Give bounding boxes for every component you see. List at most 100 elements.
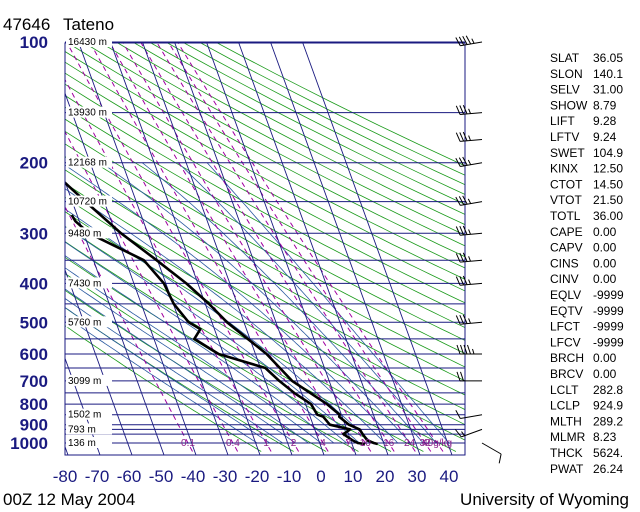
dry-adiabat-line [65, 118, 465, 341]
index-name: KINX [550, 162, 578, 176]
wind-barb [455, 156, 483, 167]
index-value: 8.79 [593, 98, 617, 112]
index-value: 14.50 [593, 177, 623, 191]
dry-adiabat-line [65, 83, 465, 304]
dry-adiabat-line [65, 143, 465, 368]
station-name: Tateno [63, 15, 114, 34]
index-name: LFCT [550, 320, 581, 334]
dry-adiabat-line [65, 169, 465, 396]
height-label: 136 m [68, 438, 96, 449]
isotherm-line [302, 43, 453, 455]
dry-adiabat-line [65, 72, 465, 292]
index-name: THCK [550, 446, 583, 460]
temperature-tick-label: -70 [85, 467, 110, 486]
pressure-tick-label: 400 [20, 274, 48, 293]
mixing-ratio-label: 24 [404, 438, 416, 449]
index-name: BRCH [550, 351, 584, 365]
dry-adiabat-line [117, 43, 465, 226]
temperature-tick-label: -30 [213, 467, 238, 486]
temperature-tick-label: 20 [376, 467, 395, 486]
index-value: 140.1 [593, 67, 623, 81]
dry-adiabat-line [65, 61, 465, 280]
height-label-bg [66, 437, 112, 448]
mixing-ratio-line [66, 43, 300, 452]
mixing-ratio-line [65, 78, 272, 452]
height-label-bg [66, 316, 112, 328]
index-value: 0.00 [593, 256, 617, 270]
pressure-tick-label: 200 [20, 154, 48, 173]
moist-adiabat-line [65, 255, 335, 444]
moist-adiabat-line [101, 162, 411, 444]
mixing-ratio-line [168, 43, 432, 452]
index-name: MLTH [550, 414, 582, 428]
wind-barb [481, 442, 502, 464]
mixing-ratio-label: 32 [419, 438, 431, 449]
dry-adiabats [65, 43, 465, 452]
index-value: 104.9 [593, 146, 623, 160]
wind-barb [455, 35, 483, 47]
mixing-ratio-line [65, 205, 193, 452]
height-label-bg [66, 36, 112, 47]
mixing-ratio-label: 0.4 [226, 438, 240, 449]
wind-barb [455, 252, 483, 263]
index-value: -9999 [593, 320, 624, 334]
wind-barb [455, 225, 483, 236]
index-name: VTOT [550, 193, 582, 207]
index-name: CTOT [550, 177, 583, 191]
index-value: 0.00 [593, 351, 617, 365]
height-label: 12168 m [68, 158, 107, 169]
index-name: LCLP [550, 399, 580, 413]
index-name: BRCV [550, 367, 583, 381]
index-name: CAPV [550, 241, 583, 255]
dry-adiabat-line [65, 130, 465, 354]
index-value: 21.50 [593, 193, 623, 207]
height-label: 9480 m [68, 228, 101, 239]
isotherm-line [110, 43, 261, 455]
index-value: 8.23 [593, 430, 617, 444]
pressure-tick-label: 300 [20, 224, 48, 243]
wind-barb [456, 371, 482, 382]
dry-adiabat-line [65, 51, 465, 269]
height-label-bg [66, 156, 112, 168]
isotherm-line [238, 43, 389, 455]
height-label: 13930 m [68, 108, 107, 119]
index-name: MLMR [550, 430, 586, 444]
index-value: 289.2 [593, 414, 623, 428]
index-value: 12.50 [593, 162, 623, 176]
dry-adiabat-line [65, 196, 465, 426]
pressure-tick-label: 100 [20, 33, 48, 52]
index-value: 0.00 [593, 225, 617, 239]
wind-barb [455, 409, 483, 419]
dry-adiabat-line [100, 43, 465, 236]
height-label-bg [66, 374, 112, 386]
wind-barb [455, 104, 483, 115]
index-name: CINV [550, 272, 579, 286]
dry-adiabat-line [65, 156, 465, 382]
height-label-bg [66, 227, 112, 239]
moist-adiabat-line [65, 208, 373, 444]
temperature-tick-label: -50 [149, 467, 174, 486]
dry-adiabat-line [65, 325, 262, 452]
isotherm-line [65, 180, 165, 455]
mixing-ratio-label: 4 [320, 438, 326, 449]
temperature-tick-label: 40 [440, 467, 459, 486]
index-value: 9.24 [593, 130, 617, 144]
dry-adiabat-line [65, 241, 424, 452]
isotherm-line [142, 43, 293, 455]
index-name: LIFT [550, 114, 575, 128]
mixing-ratio-line [140, 43, 395, 452]
wind-barb [455, 131, 483, 142]
temperature-tick-label: 10 [344, 467, 363, 486]
mixing-ratio-label: 16 [383, 438, 395, 449]
temperature-tick-label: -60 [117, 467, 142, 486]
pressure-tick-label: 700 [20, 372, 48, 391]
index-value: 31.00 [593, 83, 623, 97]
wind-barb [456, 344, 482, 355]
mixing-ratio-label: 10 [360, 438, 372, 449]
height-label: 7430 m [68, 278, 101, 289]
index-name: SLAT [550, 51, 580, 65]
pressure-tick-label: 500 [20, 313, 48, 332]
date-time-label: 00Z 12 May 2004 [3, 490, 135, 509]
dry-adiabat-line [83, 43, 465, 247]
